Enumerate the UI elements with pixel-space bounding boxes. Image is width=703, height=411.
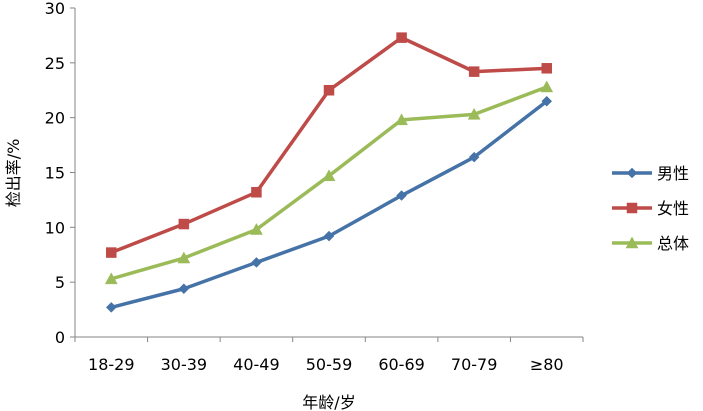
x-axis-title: 年龄/岁 (302, 393, 355, 411)
legend-item: 女性 (612, 199, 689, 218)
legend-item: 总体 (612, 234, 689, 253)
data-point (541, 63, 552, 74)
legend-label: 女性 (657, 199, 689, 218)
data-point (105, 302, 117, 313)
y-tick-label: 0 (55, 328, 65, 347)
series-line (110, 99, 548, 310)
legend-item: 男性 (612, 164, 689, 183)
y-axis-title: 检出率/% (4, 139, 23, 208)
data-point (468, 151, 480, 163)
data-point (323, 85, 335, 96)
y-tick-label: 15 (45, 164, 65, 183)
series-total (104, 80, 554, 285)
series-female (106, 32, 552, 258)
data-point (396, 190, 407, 201)
series-line (110, 35, 547, 255)
x-tick-label: 50-59 (306, 355, 353, 374)
data-point (104, 272, 118, 285)
data-point (396, 32, 407, 43)
axes: 0 5 10 15 20 25 30 18-29 30-39 40-49 50-59 60-69 70-… (45, 0, 584, 374)
series-line (110, 85, 548, 281)
data-point (323, 230, 335, 242)
legend-marker (625, 236, 639, 249)
data-point (178, 283, 190, 295)
series-male (105, 95, 553, 313)
data-point (251, 257, 262, 268)
data-point (540, 80, 554, 93)
legend-marker (626, 202, 638, 214)
x-tick-label: 70-79 (451, 355, 498, 374)
data-point (322, 169, 336, 182)
data-point (106, 247, 117, 258)
data-point (467, 107, 481, 120)
y-tick-label: 10 (45, 218, 65, 237)
y-tick-label: 5 (55, 273, 65, 292)
x-tick-label: 30-39 (161, 355, 208, 374)
data-point (250, 223, 263, 235)
y-tick-label: 25 (45, 54, 65, 73)
legend-marker (626, 167, 638, 179)
x-tick-label: 60-69 (378, 355, 425, 374)
data-point (468, 66, 480, 77)
data-point (395, 113, 408, 126)
data-point (251, 186, 262, 198)
series-layer (104, 32, 554, 313)
data-point (177, 251, 191, 264)
data-point (541, 95, 553, 107)
y-tick-label: 30 (45, 0, 65, 18)
legend-label: 总体 (657, 234, 689, 253)
data-point (178, 218, 190, 230)
x-tick-label: ≥80 (530, 355, 564, 374)
y-tick-label: 20 (45, 109, 65, 128)
x-tick-label: 40-49 (233, 355, 280, 374)
legend-label: 男性 (657, 164, 689, 183)
x-tick-label: 18-29 (88, 355, 135, 374)
